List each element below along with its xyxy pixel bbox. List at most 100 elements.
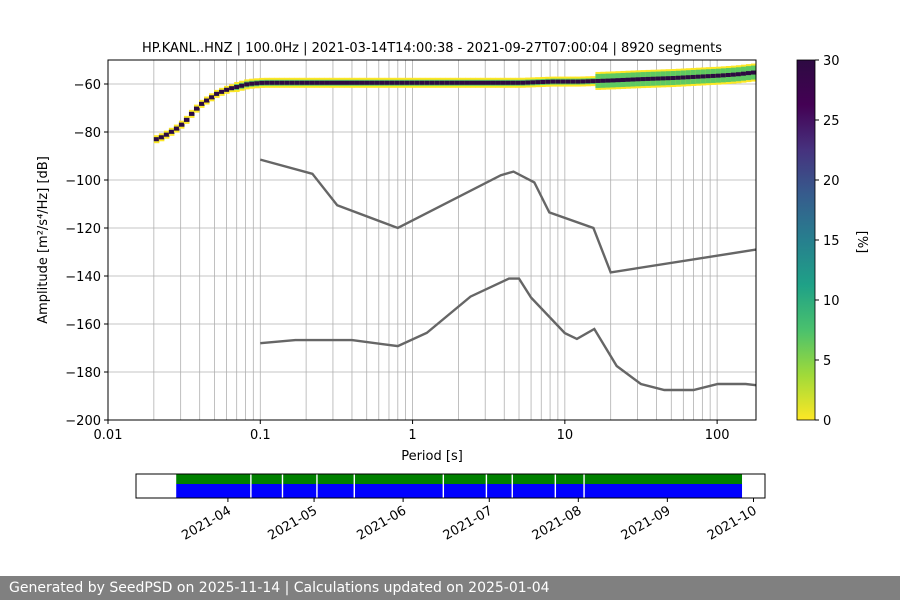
x-axis-ticks: 0.01 0.1 1 10 100 (94, 420, 730, 443)
heatmap-cell-high (635, 77, 642, 82)
heatmap-cell-high (650, 76, 657, 81)
y-tick-label: −180 (65, 366, 101, 381)
colorbar-ticks: 0 5 10 15 20 25 30 (815, 54, 840, 429)
heatmap-cell-high (490, 80, 496, 85)
colorbar-tick-label: 5 (823, 354, 831, 369)
heatmap-cell-high (334, 80, 341, 85)
heatmap-cell-high (409, 80, 416, 85)
heatmap-cell-high (515, 80, 521, 85)
timeline-band-top (176, 474, 743, 484)
heatmap-cell-high (199, 101, 205, 106)
heatmap-cell-high (279, 80, 285, 85)
timeline-band-bottom (176, 484, 743, 498)
heatmap-cell-high (354, 80, 361, 85)
heatmap-cell-high (620, 77, 627, 82)
heatmap-cell-high (244, 82, 250, 87)
x-tick-label: 1 (408, 428, 416, 443)
heatmap-cell-high (349, 80, 356, 85)
heatmap-cell-high (745, 71, 752, 76)
heatmap-cell-high (570, 79, 576, 84)
heatmap-cell-high (535, 80, 541, 85)
heatmap-cell-high (550, 79, 556, 84)
heatmap-cell-high (725, 72, 732, 77)
heatmap-cell-high (284, 80, 290, 85)
heatmap-cell-high (700, 74, 707, 79)
heatmap-cell-high (224, 87, 230, 92)
x-axis-label: Period [s] (401, 449, 463, 464)
chart-title: HP.KANL..HNZ | 100.0Hz | 2021-03-14T14:0… (142, 41, 722, 56)
y-tick-label: −80 (74, 126, 101, 141)
timeline-tick-label: 2021-07 (441, 503, 496, 543)
heatmap-cell-high (530, 80, 536, 85)
heatmap-cell-high (304, 80, 310, 85)
heatmap-cell-high (384, 80, 391, 85)
y-tick-label: −200 (65, 414, 101, 429)
heatmap-cell-high (234, 85, 240, 90)
heatmap-cell-high (575, 79, 581, 84)
heatmap-cell-high (480, 80, 486, 85)
heatmap-cell-high (630, 77, 637, 82)
x-tick-label: 100 (705, 428, 730, 443)
heatmap-cell-high (560, 79, 566, 84)
heatmap-cell-high (394, 80, 401, 85)
heatmap-cell-high (289, 80, 295, 85)
heatmap-cell-high (459, 80, 466, 85)
heatmap-cell-high (329, 80, 335, 85)
heatmap-cell-high (615, 78, 622, 83)
heatmap-cell-high (474, 80, 481, 85)
heatmap-cell-high (178, 122, 185, 127)
heatmap-cell-high (525, 80, 531, 85)
heatmap-cell-high (590, 79, 596, 84)
heatmap-cell-high (750, 70, 757, 75)
heatmap-cell-high (540, 79, 546, 84)
heatmap-cell-high (389, 80, 396, 85)
heatmap-cell-high (510, 80, 516, 85)
heatmap-cell-high (469, 80, 476, 85)
noise-model-line (259, 158, 757, 274)
timeline-tick-label: 2021-05 (266, 503, 321, 543)
heatmap-cell-high (219, 89, 225, 94)
plot-area (108, 60, 756, 420)
heatmap-cell-high (705, 74, 712, 79)
heatmap-cell-high (369, 80, 376, 85)
colorbar-tick-label: 25 (823, 114, 840, 129)
heatmap-cell-high (163, 132, 170, 137)
heatmap-cell-high (660, 76, 667, 81)
heatmap-cell-high (183, 117, 190, 122)
heatmap-cell-high (439, 80, 446, 85)
colorbar-tick-label: 15 (823, 234, 840, 249)
colorbar-tick-label: 0 (823, 414, 831, 429)
heatmap-cell-high (595, 78, 601, 83)
heatmap-cell-high (690, 74, 697, 79)
heatmap-cell-high (485, 80, 491, 85)
heatmap-cell-high (249, 81, 255, 86)
colorbar (796, 59, 816, 421)
heatmap-cell-high (605, 78, 611, 83)
heatmap-cell-high (434, 80, 441, 85)
heatmap-cell-high (193, 106, 200, 111)
heatmap-cell-high (449, 80, 456, 85)
heatmap-cell-high (274, 80, 280, 85)
timeline-frame (135, 473, 766, 499)
y-tick-label: −100 (65, 174, 101, 189)
y-tick-label: −140 (65, 270, 101, 285)
colorbar-tick-label: 30 (823, 54, 840, 69)
heatmap-cell-high (204, 98, 210, 103)
psd-density-heatmap (153, 63, 757, 144)
heatmap-cell-high (269, 80, 275, 85)
data-availability-timeline: 2021-04 2021-05 2021-06 2021-07 2021-08 2021-… (135, 473, 766, 544)
footer-text: Generated by SeedPSD on 2025-11-14 | Cal… (9, 580, 550, 596)
heatmap-cell-high (715, 73, 722, 78)
heatmap-cell-high (500, 80, 506, 85)
heatmap-cell-high (344, 80, 351, 85)
heatmap-cell-high (545, 79, 551, 84)
colorbar-label: [%] (854, 231, 869, 254)
x-tick-label: 0.01 (94, 428, 123, 443)
heatmap-cell-high (495, 80, 501, 85)
y-tick-label: −160 (65, 318, 101, 333)
heatmap-cell-high (188, 111, 195, 116)
heatmap-cell-high (419, 80, 426, 85)
heatmap-cell-high (520, 80, 526, 85)
plot-frame (107, 59, 757, 421)
